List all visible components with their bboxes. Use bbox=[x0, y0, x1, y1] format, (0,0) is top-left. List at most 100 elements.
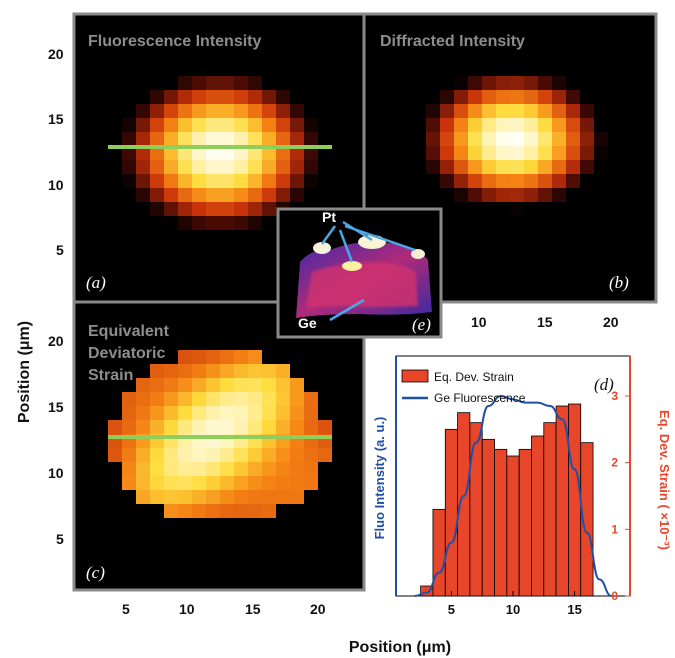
heatmap-cell bbox=[248, 392, 262, 406]
heatmap-cell bbox=[206, 118, 220, 132]
heatmap-cell bbox=[234, 90, 248, 104]
heatmap-cell bbox=[482, 160, 496, 174]
heatmap-cell bbox=[496, 160, 510, 174]
heatmap-cell bbox=[234, 132, 248, 146]
heatmap-cell bbox=[248, 104, 262, 118]
heatmap-cell bbox=[220, 174, 234, 188]
heatmap-cell bbox=[524, 76, 538, 90]
heatmap-cell bbox=[454, 188, 468, 202]
heatmap-cell bbox=[248, 420, 262, 434]
heatmap-cell bbox=[136, 132, 150, 146]
heatmap-cell bbox=[164, 378, 178, 392]
heatmap-cell bbox=[192, 420, 206, 434]
x-tick-b-20: 20 bbox=[603, 314, 619, 330]
heatmap-cell bbox=[538, 188, 552, 202]
heatmap-cell bbox=[552, 90, 566, 104]
heatmap-cell bbox=[276, 174, 290, 188]
heatmap-cell bbox=[220, 90, 234, 104]
heatmap-cell bbox=[150, 392, 164, 406]
heatmap-cell bbox=[220, 504, 234, 518]
heatmap-cell bbox=[122, 118, 136, 132]
heatmap-cell bbox=[248, 90, 262, 104]
heatmap-cell bbox=[150, 174, 164, 188]
panel-b-heatmap bbox=[426, 76, 608, 216]
heatmap-cell bbox=[178, 490, 192, 504]
heatmap-cell bbox=[136, 104, 150, 118]
heatmap-cell bbox=[164, 118, 178, 132]
heatmap-cell bbox=[318, 448, 332, 462]
heatmap-cell bbox=[552, 160, 566, 174]
panel-c-title-3: Strain bbox=[88, 367, 133, 384]
heatmap-cell bbox=[234, 188, 248, 202]
heatmap-cell bbox=[192, 132, 206, 146]
heatmap-cell bbox=[524, 132, 538, 146]
heatmap-cell bbox=[178, 364, 192, 378]
heatmap-cell bbox=[566, 132, 580, 146]
heatmap-cell bbox=[220, 132, 234, 146]
heatmap-cell bbox=[192, 90, 206, 104]
heatmap-cell bbox=[150, 118, 164, 132]
heatmap-cell bbox=[178, 462, 192, 476]
heatmap-cell bbox=[566, 104, 580, 118]
heatmap-cell bbox=[262, 146, 276, 160]
heatmap-cell bbox=[440, 90, 454, 104]
heatmap-cell bbox=[206, 504, 220, 518]
heatmap-cell bbox=[594, 146, 608, 160]
panel-b-title: Diffracted Intensity bbox=[380, 33, 525, 50]
heatmap-cell bbox=[206, 216, 220, 230]
heatmap-cell bbox=[262, 364, 276, 378]
heatmap-cell bbox=[234, 160, 248, 174]
heatmap-cell bbox=[136, 490, 150, 504]
legend-bar-swatch bbox=[401, 369, 429, 383]
heatmap-cell bbox=[206, 188, 220, 202]
heatmap-cell bbox=[248, 448, 262, 462]
heatmap-cell bbox=[538, 146, 552, 160]
panel-c-title-2: Deviatoric bbox=[88, 345, 165, 362]
heatmap-cell bbox=[136, 462, 150, 476]
heatmap-cell bbox=[468, 90, 482, 104]
heatmap-cell bbox=[304, 174, 318, 188]
strain-bar bbox=[444, 428, 458, 597]
heatmap-cell bbox=[248, 350, 262, 364]
heatmap-cell bbox=[164, 476, 178, 490]
heatmap-cell bbox=[524, 174, 538, 188]
heatmap-cell bbox=[150, 378, 164, 392]
panel-c-letter: (c) bbox=[86, 563, 105, 582]
heatmap-cell bbox=[206, 202, 220, 216]
heatmap-cell bbox=[178, 476, 192, 490]
heatmap-cell bbox=[454, 76, 468, 90]
heatmap-cell bbox=[510, 146, 524, 160]
heatmap-cell bbox=[192, 160, 206, 174]
heatmap-cell bbox=[192, 188, 206, 202]
heatmap-cell bbox=[290, 392, 304, 406]
heatmap-cell bbox=[136, 188, 150, 202]
heatmap-cell bbox=[290, 160, 304, 174]
heatmap-cell bbox=[178, 160, 192, 174]
heatmap-cell bbox=[468, 160, 482, 174]
y-axis-label: Position (μm) bbox=[16, 321, 33, 423]
inset-ge-label: Ge bbox=[298, 315, 317, 331]
heatmap-cell bbox=[206, 406, 220, 420]
heatmap-cell bbox=[510, 104, 524, 118]
heatmap-cell bbox=[164, 104, 178, 118]
panel-d-legend: Eq. Dev. Strain Ge Fluorescence bbox=[401, 369, 526, 405]
heatmap-cell bbox=[248, 132, 262, 146]
heatmap-cell bbox=[108, 420, 122, 434]
heatmap-cell bbox=[136, 174, 150, 188]
heatmap-cell bbox=[206, 490, 220, 504]
heatmap-cell bbox=[206, 448, 220, 462]
heatmap-cell bbox=[234, 448, 248, 462]
heatmap-cell bbox=[524, 118, 538, 132]
heatmap-cell bbox=[150, 476, 164, 490]
heatmap-cell bbox=[164, 448, 178, 462]
heatmap-cell bbox=[178, 350, 192, 364]
heatmap-cell bbox=[482, 188, 496, 202]
heatmap-cell bbox=[192, 364, 206, 378]
panel-c: Equivalent Deviatoric Strain (c) bbox=[74, 302, 364, 590]
heatmap-cell bbox=[234, 104, 248, 118]
heatmap-cell bbox=[206, 350, 220, 364]
heatmap-cell bbox=[580, 160, 594, 174]
heatmap-cell bbox=[248, 118, 262, 132]
heatmap-cell bbox=[248, 202, 262, 216]
heatmap-cell bbox=[440, 132, 454, 146]
